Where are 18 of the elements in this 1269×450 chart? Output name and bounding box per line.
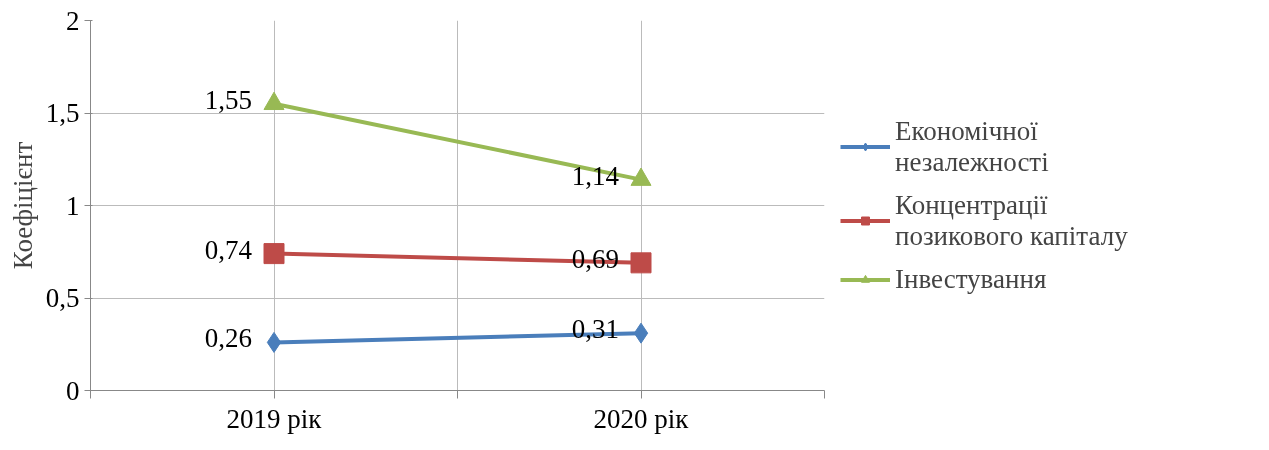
y-axis-title: Коефіцієнт [7, 141, 38, 270]
y-tick-label: 1 [66, 190, 80, 221]
point [266, 331, 282, 353]
y-tick-label: 0 [66, 375, 80, 406]
legend-label: Інвестування [895, 263, 1047, 295]
legend-label: Економічної незалежності [895, 115, 1049, 178]
point [630, 252, 652, 274]
y-tick-label: 1,5 [45, 98, 80, 128]
data-label: 0,74 [204, 234, 253, 265]
y-tick-label: 0,5 [45, 283, 80, 313]
data-label: 0,26 [204, 323, 252, 354]
x-tick-label: 2019 рік [226, 403, 323, 434]
point [263, 243, 285, 265]
x-tick-label: 2020 рік [593, 403, 690, 434]
data-label: 1,55 [204, 84, 252, 115]
y-tick-label: 2 [66, 5, 80, 36]
point [633, 322, 649, 344]
legend-label: Концентрації позикового капіталу [895, 189, 1128, 252]
